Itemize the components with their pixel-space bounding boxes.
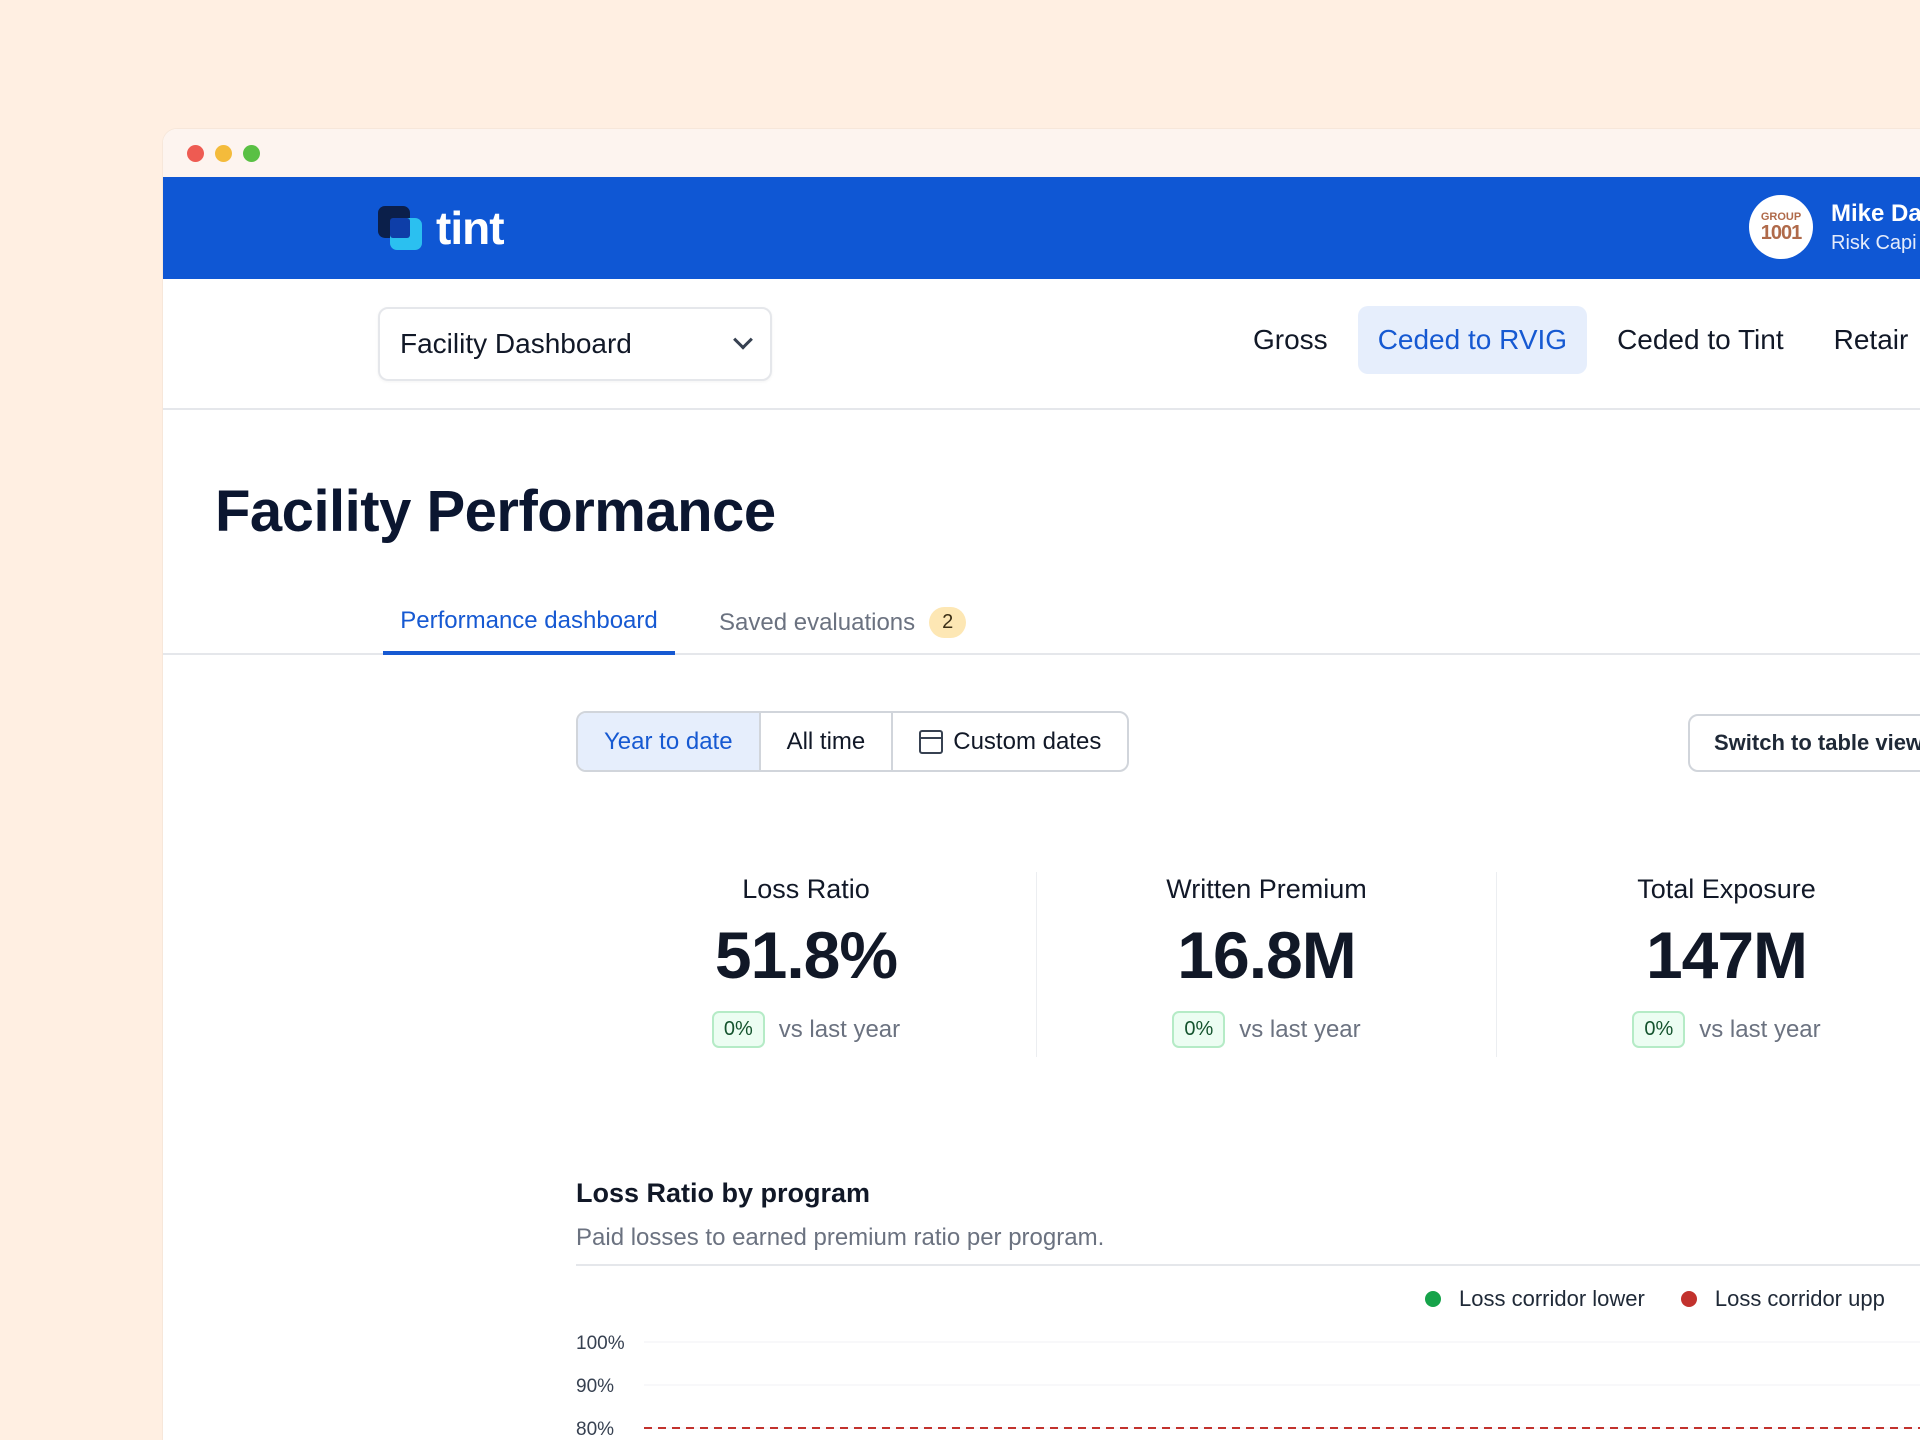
kpi-label: Total Exposure xyxy=(1637,874,1816,904)
range-all-time[interactable]: All time xyxy=(761,713,894,770)
legend-item-lower[interactable]: Loss corridor lower xyxy=(1425,1286,1645,1312)
range-year-to-date[interactable]: Year to date xyxy=(578,713,761,770)
legend-item-upper[interactable]: Loss corridor upp xyxy=(1680,1286,1885,1312)
delta-badge: 0% xyxy=(1172,1011,1226,1048)
tab-gross[interactable]: Gross xyxy=(1253,324,1328,355)
facility-select-value: Facility Dashboard xyxy=(400,328,632,359)
y-tick-label: 80% xyxy=(576,1419,614,1440)
kpi-label: Written Premium xyxy=(1166,874,1367,904)
page-tabs: Performance dashboard Saved evaluations … xyxy=(163,590,1920,655)
date-range-selector: Year to date All time Custom dates xyxy=(576,711,1130,772)
delta-badge: 0% xyxy=(711,1011,765,1048)
minimize-window-button[interactable] xyxy=(215,144,232,162)
kpi-value: 147M xyxy=(1645,918,1808,992)
legend-dot-lower xyxy=(1425,1291,1441,1307)
legend-label-lower: Loss corridor lower xyxy=(1459,1286,1645,1311)
tab-ceded-to-tint[interactable]: Ceded to Tint xyxy=(1617,324,1784,355)
user-menu[interactable]: GROUP 1001 Mike Da Risk Capi xyxy=(1749,195,1920,259)
view-tabs: Gross Ceded to RVIG Ceded to Tint Retair xyxy=(1233,306,1920,374)
delta-text: vs last year xyxy=(1699,1015,1821,1043)
delta-badge: 0% xyxy=(1632,1011,1686,1048)
kpi-loss-ratio: Loss Ratio 51.8% 0% vs last year xyxy=(576,872,1036,1057)
chevron-down-icon xyxy=(733,329,753,350)
tab-ceded-to-rvig[interactable]: Ceded to RVIG xyxy=(1357,306,1588,374)
brand-logo[interactable]: tint xyxy=(378,202,505,254)
kpi-total-exposure: Total Exposure 147M 0% vs last year xyxy=(1496,872,1920,1057)
tab-saved-evaluations-label: Saved evaluations xyxy=(719,608,916,636)
legend-dot-upper xyxy=(1680,1291,1697,1307)
app-window: tint GROUP 1001 Mike Da Risk Capi Facili… xyxy=(163,129,1920,1440)
y-tick-label: 90% xyxy=(576,1376,614,1397)
kpi-label: Loss Ratio xyxy=(742,874,870,904)
loss-ratio-chart: 100% 90% 80% xyxy=(576,1333,1920,1440)
switch-to-table-view-button[interactable]: Switch to table view xyxy=(1688,714,1920,772)
delta-text: vs last year xyxy=(778,1015,901,1043)
chart-title: Loss Ratio by program xyxy=(576,1178,871,1208)
window-titlebar xyxy=(163,129,1920,177)
count-badge: 2 xyxy=(929,607,967,638)
chart-divider xyxy=(576,1264,1920,1266)
range-custom-dates-label: Custom dates xyxy=(953,727,1102,755)
user-org: Risk Capi xyxy=(1831,231,1917,254)
kpi-written-premium: Written Premium 16.8M 0% vs last year xyxy=(1036,872,1496,1057)
chart-legend: Loss corridor lower Loss corridor upp xyxy=(1425,1286,1885,1312)
kpi-value: 16.8M xyxy=(1177,918,1356,992)
tab-retained[interactable]: Retair xyxy=(1833,324,1909,355)
kpi-value: 51.8% xyxy=(714,918,898,992)
range-custom-dates[interactable]: Custom dates xyxy=(893,713,1127,770)
y-tick-label: 100% xyxy=(576,1333,625,1354)
facility-select[interactable]: Facility Dashboard xyxy=(378,307,772,381)
tab-saved-evaluations[interactable]: Saved evaluations 2 xyxy=(719,590,967,655)
page-title: Facility Performance xyxy=(215,479,776,544)
tab-performance-dashboard[interactable]: Performance dashboard xyxy=(383,590,675,655)
calendar-icon xyxy=(919,729,944,754)
user-name: Mike Da xyxy=(1831,199,1920,227)
avatar: GROUP 1001 xyxy=(1749,195,1813,259)
maximize-window-button[interactable] xyxy=(243,144,260,162)
delta-text: vs last year xyxy=(1239,1015,1361,1043)
toolbar: Facility Dashboard Gross Ceded to RVIG C… xyxy=(163,279,1920,410)
app-header: tint GROUP 1001 Mike Da Risk Capi xyxy=(163,177,1920,279)
legend-label-upper: Loss corridor upp xyxy=(1714,1286,1885,1311)
brand-name: tint xyxy=(436,202,505,254)
close-window-button[interactable] xyxy=(187,144,204,162)
tint-logo-icon xyxy=(378,206,422,250)
chart-subtitle: Paid losses to earned premium ratio per … xyxy=(576,1224,1105,1251)
